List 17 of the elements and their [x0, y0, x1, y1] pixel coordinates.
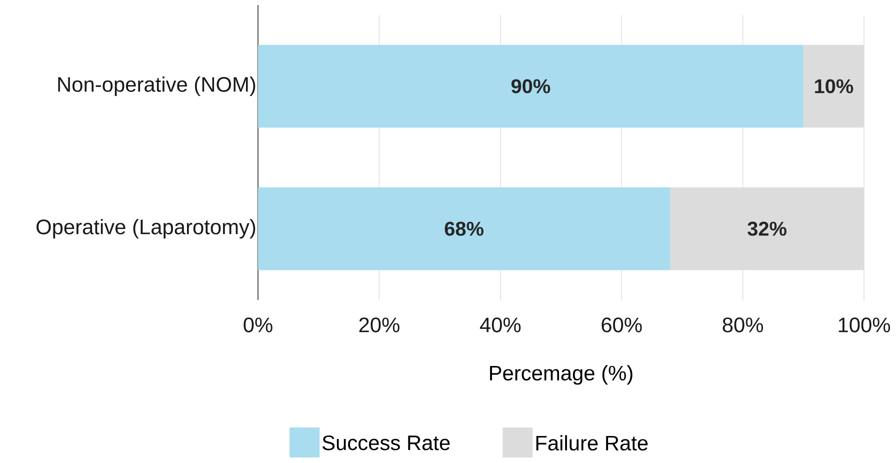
bar	[258, 187, 670, 270]
x-tick-label: 0%	[244, 318, 272, 332]
legend-label: Success Rate	[322, 435, 450, 450]
legend-label: Failure Rate	[536, 435, 648, 451]
y-tick-label: Operative (Laparotomy)	[36, 219, 256, 239]
x-tick-label: 60%	[602, 318, 642, 332]
data-label: 32%	[748, 222, 786, 236]
data-label: 68%	[444, 222, 484, 236]
x-tick-label: 100%	[838, 318, 890, 332]
x-tick-label: 80%	[722, 318, 763, 332]
x-tick-label: 40%	[480, 318, 521, 332]
x-axis-title: Percemage (%)	[490, 365, 632, 385]
data-label: 10%	[815, 79, 854, 94]
x-tick-label: 20%	[359, 318, 400, 332]
bar	[258, 44, 804, 128]
data-label: 90%	[511, 79, 550, 94]
y-tick-label: Non-operative (NOM)	[58, 76, 256, 96]
